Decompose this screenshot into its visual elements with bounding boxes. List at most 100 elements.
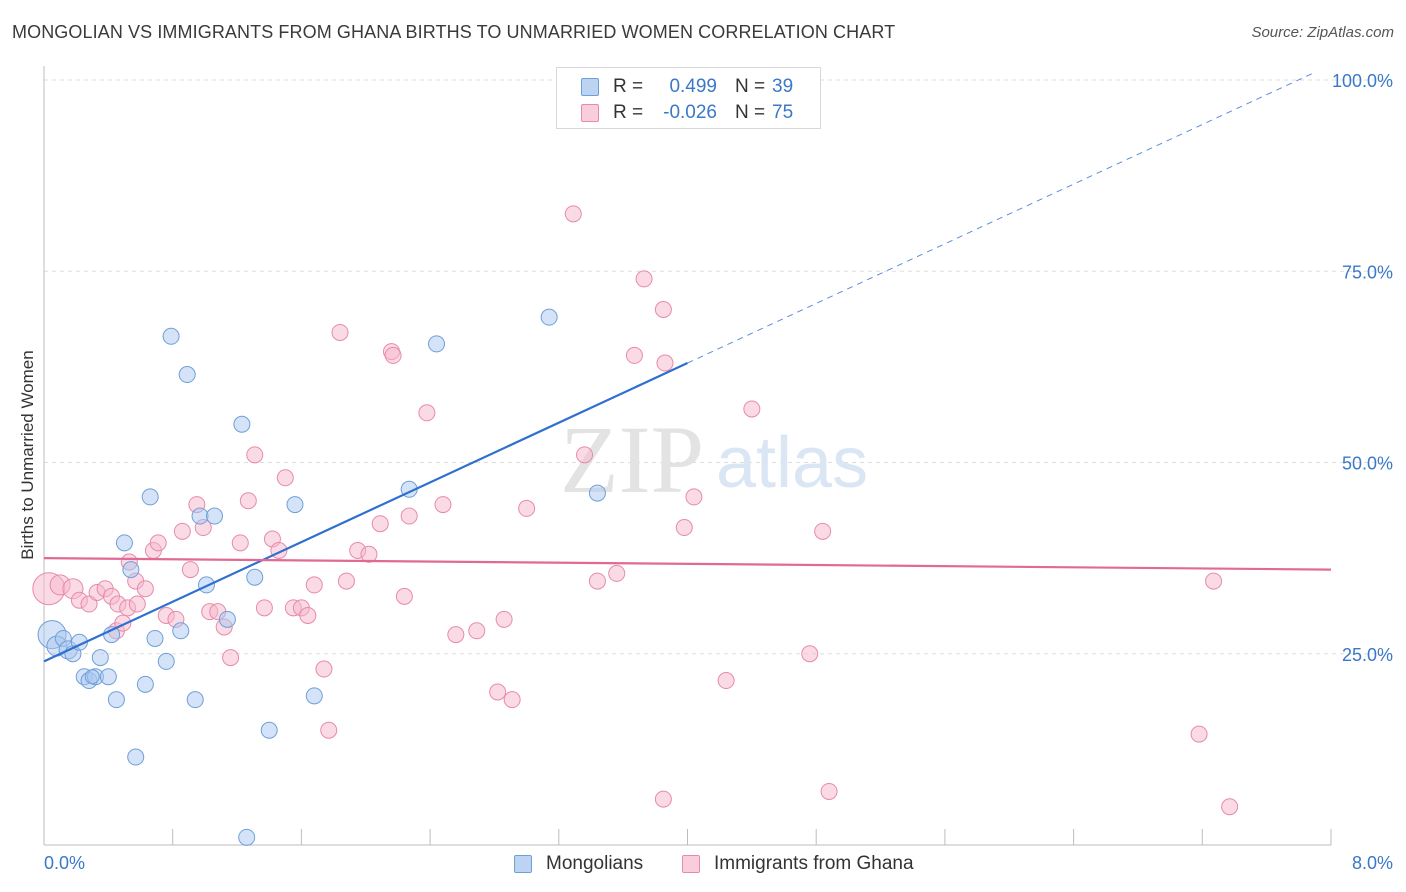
ghana-point <box>503 691 521 709</box>
ghana-point <box>371 515 389 533</box>
mongolian-point <box>115 534 133 552</box>
mongolian-point <box>540 308 558 326</box>
ghana-point <box>820 782 838 800</box>
ghana-point <box>447 626 465 644</box>
ghana-point <box>400 507 418 525</box>
watermark: ZIP atlas <box>560 406 868 513</box>
ghana-point <box>1221 798 1239 816</box>
ghana-point <box>518 499 536 517</box>
ghana-point <box>418 404 436 422</box>
ghana-point <box>173 522 191 540</box>
ghana-point <box>305 576 323 594</box>
mongolian-point <box>127 748 145 766</box>
ghana-point <box>588 572 606 590</box>
mongolian-point <box>146 629 164 647</box>
mongolian-point <box>178 366 196 384</box>
legend-r-value: 0.499 <box>669 76 717 97</box>
legend-swatch-blue <box>581 78 599 96</box>
ghana-point <box>315 660 333 678</box>
mongolian-point <box>286 496 304 514</box>
mongolian-point <box>305 687 323 705</box>
trend-lines <box>43 71 1332 663</box>
legend-row-mongolians: R = 0.499 N = 39 <box>557 75 820 101</box>
y-tick-label: 75.0% <box>1342 262 1393 282</box>
legend-n-label: N = <box>735 76 766 97</box>
bottom-legend-swatch-pink <box>682 855 700 873</box>
ghana-point <box>434 496 452 514</box>
y-tick-label: 50.0% <box>1342 454 1393 474</box>
ghana-point <box>181 561 199 579</box>
legend-r-label: R = <box>613 76 644 97</box>
y-tick-label: 25.0% <box>1342 645 1393 665</box>
mongolian-point <box>107 691 125 709</box>
mongolian-point <box>172 622 190 640</box>
legend-row-ghana: R = -0.026 N = 75 <box>557 101 820 127</box>
legend-swatch-pink <box>581 104 599 122</box>
ghana-point <box>801 645 819 663</box>
mongolians-trend-line <box>43 362 688 663</box>
mongolian-point <box>238 828 256 846</box>
ghana-point <box>608 564 626 582</box>
ghana-point <box>625 346 643 364</box>
ghana-point <box>814 522 832 540</box>
mongolian-point <box>99 668 117 686</box>
mongolian-point <box>233 415 251 433</box>
correlation-legend: R = 0.499 N = 39 R = -0.026 N = 75 <box>556 67 821 129</box>
ghana-point <box>675 519 693 537</box>
x-tick-label: 8.0% <box>1352 853 1393 873</box>
mongolian-point <box>136 675 154 693</box>
mongolian-point <box>186 691 204 709</box>
mongolian-point <box>162 327 180 345</box>
mongolian-point <box>588 484 606 502</box>
ghana-point <box>149 534 167 552</box>
ghana-point <box>654 301 672 318</box>
series-mongolians-points <box>37 308 606 846</box>
legend-n-label: N = <box>735 102 766 123</box>
ghana-point <box>255 599 273 617</box>
axes <box>43 66 1332 846</box>
ghana-point <box>331 323 349 341</box>
ghana-point <box>136 580 154 598</box>
ghana-point <box>231 534 249 552</box>
ghana-point <box>239 492 257 510</box>
ghana-trend-line <box>43 557 1332 571</box>
chart-title: MONGOLIAN VS IMMIGRANTS FROM GHANA BIRTH… <box>12 22 896 42</box>
mongolian-point <box>206 507 224 525</box>
ghana-point <box>128 595 146 613</box>
ghana-point <box>685 488 703 506</box>
mongolian-point <box>157 652 175 670</box>
ghana-point <box>576 446 594 464</box>
mongolian-point <box>122 561 140 579</box>
ghana-point <box>468 622 486 640</box>
ghana-point <box>384 346 402 364</box>
bottom-legend-swatch-blue <box>514 855 532 873</box>
ghana-point <box>656 354 674 372</box>
mongolian-point <box>84 669 100 685</box>
bottom-legend-label: Mongolians <box>546 853 644 874</box>
mongolian-point <box>141 488 159 506</box>
legend-n-value: 75 <box>772 102 794 123</box>
mongolian-point <box>428 335 446 353</box>
ghana-point <box>1190 725 1208 743</box>
ghana-point <box>654 790 672 808</box>
ghana-point <box>635 270 653 288</box>
ghana-point <box>495 610 513 628</box>
ghana-point <box>489 683 507 701</box>
ghana-point <box>1205 572 1223 590</box>
bottom-legend-label: Immigrants from Ghana <box>714 853 914 874</box>
ghana-point <box>743 400 761 418</box>
legend-r-label: R = <box>613 102 644 123</box>
tick-labels: 25.0% 50.0% 75.0% 100.0% 0.0% 8.0% <box>44 71 1393 873</box>
ghana-point <box>246 446 264 464</box>
ghana-point <box>276 469 294 487</box>
y-tick-label: 100.0% <box>1332 71 1393 91</box>
ghana-point <box>299 607 317 624</box>
legend-r-value: -0.026 <box>663 102 717 123</box>
ghana-point <box>320 721 338 739</box>
mongolian-point <box>218 610 236 628</box>
mongolian-point <box>246 568 264 586</box>
ghana-point <box>337 572 355 590</box>
ghana-point <box>360 545 378 563</box>
legend-n-value: 39 <box>772 76 794 97</box>
